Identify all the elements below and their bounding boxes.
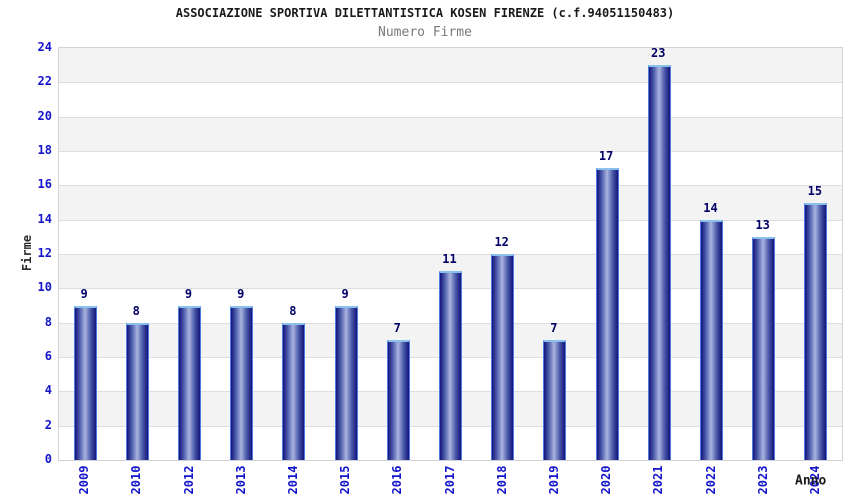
bar-value-label: 15 (807, 183, 823, 198)
bar (543, 339, 567, 460)
y-tick-label: 2 (44, 417, 52, 432)
grid-line (59, 254, 842, 255)
bar (804, 202, 828, 460)
grid-band (59, 48, 842, 83)
bar (386, 339, 410, 460)
chart-subtitle: Numero Firme (378, 25, 472, 40)
x-tick-label: 2017 (442, 465, 457, 495)
bar-value-label: 14 (703, 200, 718, 215)
bar (491, 254, 515, 460)
bar (752, 236, 776, 460)
bar (230, 305, 254, 460)
x-tick-label: 2015 (338, 465, 353, 495)
y-tick-label: 4 (44, 383, 52, 398)
grid-band (59, 151, 842, 186)
grid-line (59, 116, 842, 118)
y-tick-label: 22 (37, 74, 52, 89)
bar-value-label: 11 (442, 252, 457, 267)
bar (178, 305, 201, 460)
y-tick-label: 20 (37, 108, 52, 123)
bar (595, 168, 619, 460)
x-tick-label: 2019 (546, 465, 561, 495)
x-tick-label: 2016 (390, 465, 405, 495)
bar (125, 322, 149, 460)
x-tick-label: 2020 (599, 465, 614, 495)
bar (282, 322, 306, 460)
grid-line (59, 219, 842, 221)
y-tick-label: 18 (37, 143, 52, 157)
y-tick-label: 12 (37, 246, 52, 260)
bar-value-label: 9 (341, 286, 349, 301)
x-tick-label: 2009 (77, 465, 92, 495)
bar-value-label: 9 (237, 286, 245, 301)
x-tick-label: 2014 (285, 465, 300, 495)
y-tick-label: 6 (44, 349, 52, 363)
bar (439, 271, 462, 460)
bar-value-label: 7 (550, 320, 558, 335)
grid-line (59, 82, 842, 84)
bar-value-label: 8 (289, 303, 297, 318)
grid-line (59, 151, 842, 152)
x-axis-title: Anno (795, 473, 827, 489)
bar (334, 305, 358, 460)
bar-value-label: 9 (80, 286, 88, 301)
plot-area (58, 47, 843, 461)
bar (647, 65, 671, 460)
x-tick-label: 2023 (755, 465, 770, 495)
grid-band (59, 116, 842, 151)
bar-value-label: 7 (393, 320, 401, 335)
bar-value-label: 17 (598, 149, 614, 164)
y-tick-label: 24 (37, 40, 52, 54)
y-tick-label: 0 (44, 452, 52, 466)
x-tick-label: 2013 (233, 465, 248, 495)
x-tick-label: 2021 (651, 465, 666, 495)
grid-line (59, 185, 842, 187)
bar (73, 305, 97, 460)
grid-band (59, 219, 842, 254)
x-tick-label: 2012 (181, 465, 196, 495)
x-tick-label: 2018 (494, 465, 509, 495)
x-tick-label: 2022 (703, 465, 718, 495)
y-tick-label: 14 (37, 211, 52, 226)
bar-value-label: 13 (755, 217, 770, 232)
chart-title: ASSOCIAZIONE SPORTIVA DILETTANTISTICA KO… (175, 6, 675, 20)
bar-value-label: 23 (651, 46, 666, 61)
y-tick-label: 16 (37, 177, 52, 192)
bar-value-label: 12 (494, 235, 509, 249)
bar-value-label: 9 (184, 286, 193, 301)
grid-band (59, 82, 842, 117)
bar-value-label: 8 (132, 303, 140, 318)
grid-band (59, 185, 842, 220)
x-tick-label: 2010 (129, 465, 144, 495)
y-tick-label: 10 (37, 280, 52, 295)
bar (700, 219, 723, 460)
y-tick-label: 8 (44, 314, 52, 329)
